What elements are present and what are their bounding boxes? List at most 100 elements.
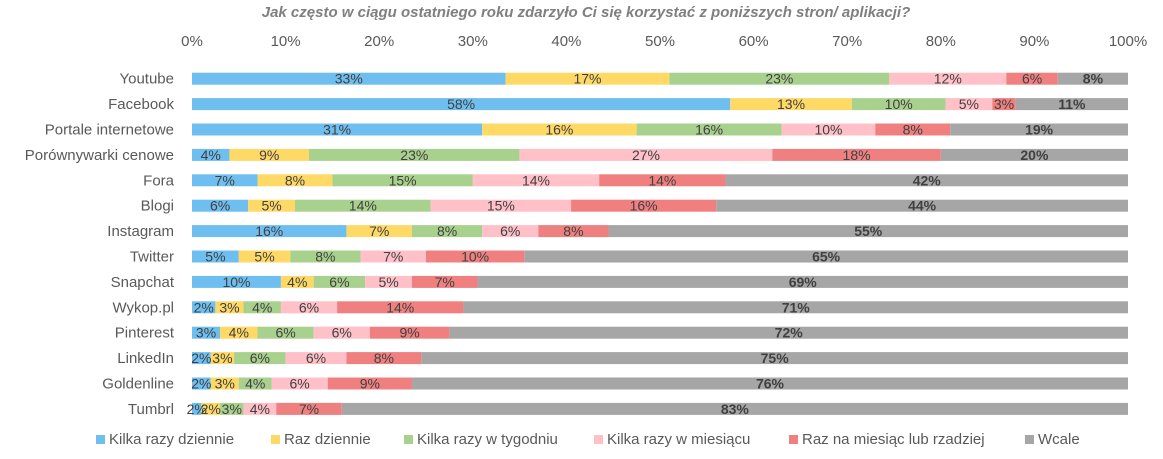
bar-segment	[426, 250, 525, 263]
category-label: Portale internetowe	[45, 122, 174, 139]
legend: Kilka razy dziennie Raz dziennie Kilka raz…	[96, 431, 1080, 448]
bar-segment	[280, 275, 314, 288]
data-label: 44%	[908, 198, 937, 214]
category-label: Youtube	[119, 71, 174, 88]
category-label: Facebook	[108, 96, 174, 113]
bar-segment	[411, 275, 478, 288]
data-label: 5%	[205, 249, 225, 265]
bar-segment	[716, 199, 1128, 212]
bar-segment	[220, 326, 258, 339]
data-label: 2%	[191, 376, 211, 392]
category-label: Instagram	[107, 223, 174, 240]
data-label: 4%	[287, 274, 307, 290]
legend-swatch	[404, 435, 413, 444]
data-label: 12%	[934, 71, 962, 87]
legend-label: Kilka razy w tygodniu	[417, 431, 558, 448]
data-label: 23%	[400, 147, 428, 163]
data-label: 7%	[299, 401, 319, 417]
bar-segment	[608, 225, 1128, 238]
x-tick-label: 80%	[926, 33, 956, 50]
bar-segment	[290, 250, 361, 263]
data-label: 69%	[789, 274, 818, 290]
data-label: 10%	[461, 249, 489, 265]
bars	[192, 72, 1129, 415]
data-label: 9%	[400, 325, 420, 341]
bar-segment	[220, 402, 244, 415]
bar-segment	[192, 199, 249, 212]
data-label: 8%	[315, 249, 335, 265]
legend-label: Kilka razy dziennie	[109, 431, 234, 448]
bar-segment	[360, 250, 426, 263]
data-label: 14%	[522, 172, 550, 188]
bar-segment	[313, 275, 366, 288]
bar-segment	[421, 352, 1128, 365]
bar-segment	[192, 301, 216, 314]
bar-segment	[1015, 98, 1128, 111]
bar-segment	[505, 72, 670, 85]
bar-segment	[519, 148, 773, 161]
data-label: 2%	[187, 401, 207, 417]
data-label: 6%	[306, 350, 326, 366]
bar-segment	[285, 352, 347, 365]
data-label: 72%	[775, 325, 804, 341]
data-label: 8%	[374, 350, 394, 366]
bar-segment	[201, 402, 221, 415]
bar-segment	[889, 72, 1007, 85]
data-label: 14%	[386, 299, 414, 315]
x-tick-label: 0%	[181, 33, 203, 50]
bar-segment	[257, 174, 333, 187]
bar-segment	[477, 275, 1129, 288]
bar-segment	[243, 402, 277, 415]
x-tick-label: 40%	[551, 33, 581, 50]
bar-segment	[875, 123, 951, 136]
data-label: 8%	[285, 172, 305, 188]
bar-segment	[599, 174, 726, 187]
bar-segment	[309, 148, 520, 161]
data-label: 17%	[573, 71, 601, 87]
data-label: 3%	[196, 325, 216, 341]
data-label: 3%	[994, 96, 1014, 112]
bar-segment	[725, 174, 1128, 187]
bar-segment	[243, 301, 281, 314]
data-label: 2%	[194, 299, 214, 315]
data-label: 13%	[777, 96, 805, 112]
bar-segment	[192, 402, 202, 415]
data-label: 5%	[254, 249, 274, 265]
bar-segment	[411, 225, 483, 238]
data-label: 4%	[250, 401, 270, 417]
bar-segment	[730, 98, 852, 111]
legend-swatch	[1025, 435, 1034, 444]
bar-segment	[192, 275, 281, 288]
x-tick-label: 100%	[1109, 33, 1147, 50]
bar-segment	[1057, 72, 1128, 85]
data-label: 8%	[903, 122, 923, 138]
category-label: Snapchat	[111, 274, 175, 291]
bar-segment	[257, 326, 314, 339]
data-label: 10%	[885, 96, 913, 112]
category-label: Porównywarki cenowe	[25, 147, 174, 164]
data-label: 18%	[843, 147, 871, 163]
bar-segment	[238, 250, 291, 263]
bar-segment	[472, 174, 600, 187]
data-label: 20%	[1020, 147, 1049, 163]
x-tick-label: 20%	[364, 33, 394, 50]
data-label: 3%	[222, 401, 242, 417]
bar-segment	[571, 199, 717, 212]
category-label: Twitter	[130, 249, 174, 266]
bar-segment	[346, 352, 422, 365]
bar-segment	[210, 377, 239, 390]
data-label: 4%	[229, 325, 249, 341]
bar-segment	[238, 377, 272, 390]
bar-segment	[669, 72, 890, 85]
category-label: Fora	[143, 172, 175, 189]
data-label: 8%	[563, 223, 583, 239]
bar-segment	[229, 148, 309, 161]
data-label: 7%	[435, 274, 455, 290]
data-label: 42%	[913, 172, 942, 188]
data-label: 2%	[191, 350, 211, 366]
data-label: 9%	[259, 147, 279, 163]
data-label: 2%	[201, 401, 221, 417]
data-label: 4%	[245, 376, 265, 392]
bar-segment	[950, 123, 1128, 136]
data-label: 15%	[389, 172, 417, 188]
